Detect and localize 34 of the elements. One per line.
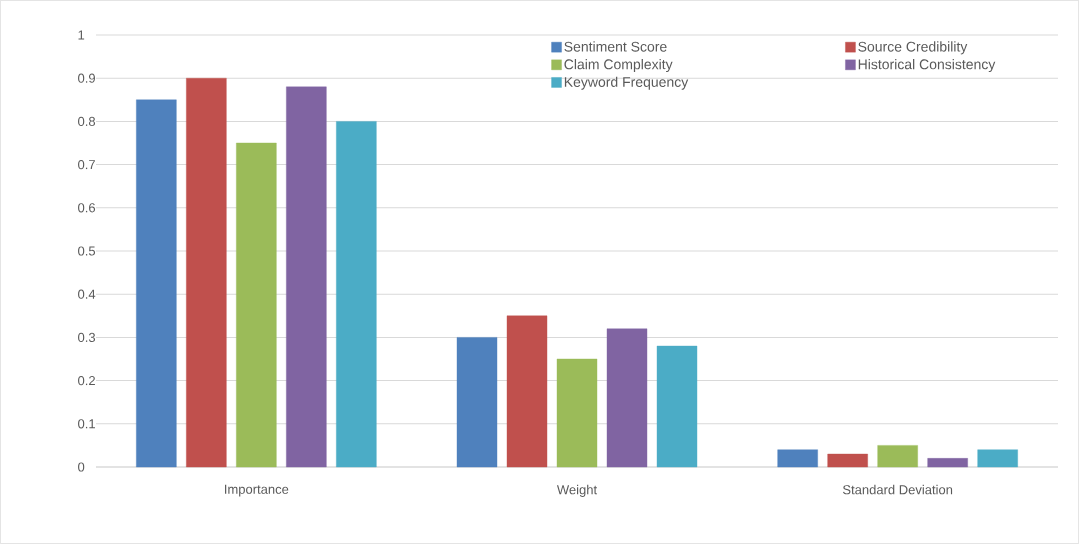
bar [286, 86, 327, 468]
y-tick-label: 0.3 [78, 332, 96, 342]
bar [656, 345, 698, 468]
y-tick-label: 1 [78, 30, 85, 40]
x-tick-label: Importance [225, 484, 289, 497]
bar [186, 77, 227, 468]
x-tick-label: Standard Deviation [842, 484, 953, 495]
y-tick-label: 0.4 [78, 289, 96, 299]
y-tick-label: 0.8 [78, 116, 96, 126]
bar [606, 328, 648, 468]
bar [977, 449, 1018, 468]
y-tick-label: 0.7 [78, 159, 95, 170]
legend-label: Source Credibility [858, 41, 968, 55]
legend-label: Keyword Frequency [564, 76, 689, 90]
bar [827, 453, 868, 468]
bar [236, 142, 277, 468]
bar [456, 337, 498, 468]
y-tick-label: 0.1 [78, 419, 95, 429]
bar [777, 449, 818, 468]
bar [136, 99, 177, 468]
legend-label: Historical Consistency [858, 59, 996, 73]
bar [877, 445, 918, 468]
bar [556, 358, 598, 468]
x-tick-label: Weight [556, 484, 598, 497]
y-tick-label: 0.2 [78, 375, 95, 386]
y-tick-label: 0.6 [78, 203, 96, 213]
bar [927, 458, 968, 468]
legend-label: Sentiment Score [564, 41, 667, 52]
bar [336, 121, 377, 468]
legend-label: Claim Complexity [564, 59, 673, 73]
y-tick-label: 0 [78, 462, 85, 472]
y-tick-label: 0.9 [78, 73, 95, 83]
bar [506, 315, 548, 468]
y-tick-label: 0.5 [78, 246, 96, 256]
